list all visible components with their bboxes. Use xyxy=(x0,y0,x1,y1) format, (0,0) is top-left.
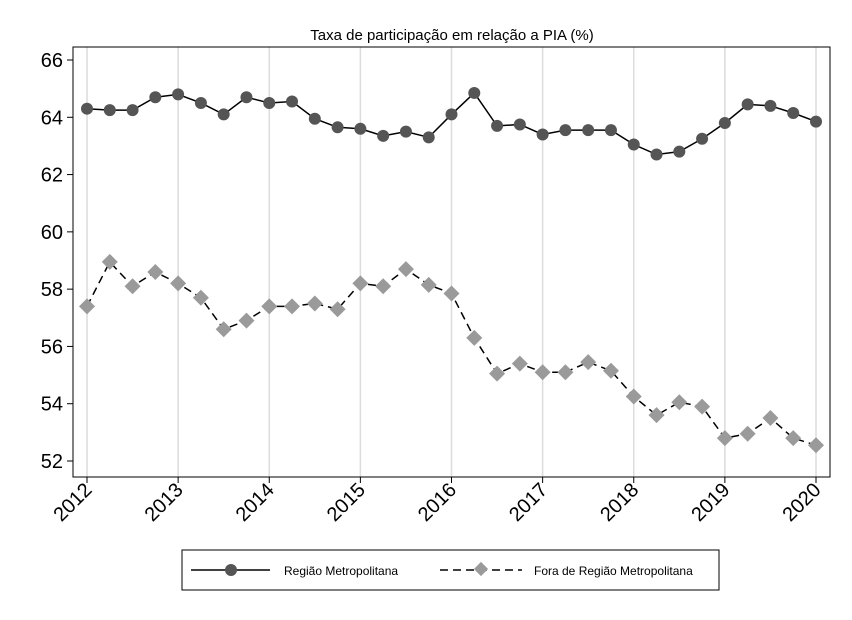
data-point-circle xyxy=(810,115,822,128)
data-point-diamond xyxy=(215,321,232,338)
data-point-circle xyxy=(103,104,116,117)
data-point-circle xyxy=(263,96,276,109)
data-point-circle xyxy=(81,102,93,115)
data-point-circle xyxy=(764,99,777,112)
data-point-circle xyxy=(718,117,731,130)
data-point-circle xyxy=(240,91,253,104)
data-point-diamond xyxy=(762,410,779,427)
y-tick-label: 60 xyxy=(41,222,63,244)
data-point-circle xyxy=(673,145,686,158)
data-point-circle xyxy=(172,88,185,101)
y-tick-label: 62 xyxy=(41,165,63,187)
data-point-circle xyxy=(696,132,709,145)
data-point-circle xyxy=(126,104,139,117)
data-point-circle xyxy=(308,112,321,125)
data-point-diamond xyxy=(443,285,460,302)
data-point-diamond xyxy=(375,278,392,295)
data-point-diamond xyxy=(420,276,437,293)
data-point-circle xyxy=(627,138,640,151)
data-point-circle xyxy=(399,125,412,138)
y-tick-label: 66 xyxy=(41,50,63,72)
data-point-circle xyxy=(513,118,526,131)
data-point-circle xyxy=(331,121,344,134)
series-fora-de-regiao-metropolitana xyxy=(79,253,824,454)
data-point-diamond xyxy=(557,364,574,381)
data-point-circle xyxy=(194,96,207,109)
data-point-diamond xyxy=(511,355,528,372)
data-point-circle xyxy=(217,108,230,121)
data-point-diamond xyxy=(79,298,95,315)
y-tick-label: 58 xyxy=(41,279,63,301)
data-point-circle xyxy=(604,124,617,137)
data-point-diamond xyxy=(170,275,187,292)
data-series xyxy=(79,86,824,454)
legend-label-fora-regiao-metropolitana: Fora de Região Metropolitana xyxy=(534,564,693,578)
data-point-diamond xyxy=(284,298,301,315)
data-point-circle xyxy=(468,86,481,99)
chart-title: Taxa de participação em relação a PIA (%… xyxy=(310,27,593,44)
data-point-circle xyxy=(491,119,504,132)
data-point-diamond xyxy=(489,365,506,382)
data-point-diamond xyxy=(261,298,278,315)
data-point-diamond xyxy=(785,430,802,447)
data-point-diamond xyxy=(625,388,642,405)
data-point-circle xyxy=(286,95,299,108)
data-point-diamond xyxy=(352,275,369,292)
y-tick-label: 56 xyxy=(41,336,63,358)
legend-box xyxy=(181,549,720,591)
legend-marker-diamond xyxy=(473,561,489,577)
y-tick-label: 64 xyxy=(41,107,63,129)
y-tick-label: 52 xyxy=(41,451,63,473)
data-point-diamond xyxy=(101,253,118,270)
data-point-diamond xyxy=(739,425,756,442)
legend-marker-circle xyxy=(225,564,237,576)
data-point-diamond xyxy=(648,407,665,424)
data-point-circle xyxy=(559,124,572,137)
data-point-diamond xyxy=(397,261,414,278)
data-point-diamond xyxy=(238,312,255,329)
data-point-diamond xyxy=(124,278,141,295)
data-point-circle xyxy=(787,106,800,119)
data-point-diamond xyxy=(602,362,619,379)
data-point-diamond xyxy=(694,398,711,415)
data-point-diamond xyxy=(306,295,323,312)
data-point-diamond xyxy=(329,301,346,318)
y-tick-label: 54 xyxy=(41,394,63,416)
data-point-diamond xyxy=(534,364,551,381)
legend: Região Metropolitana Fora de Região Metr… xyxy=(181,549,720,591)
legend-label-regiao-metropolitana: Região Metropolitana xyxy=(284,564,398,578)
data-point-diamond xyxy=(466,329,483,346)
data-point-diamond xyxy=(671,394,688,411)
data-point-diamond xyxy=(808,437,824,454)
data-point-diamond xyxy=(192,289,209,306)
data-point-diamond xyxy=(716,430,733,447)
data-point-circle xyxy=(536,128,549,141)
data-point-circle xyxy=(741,98,754,111)
data-point-circle xyxy=(422,131,435,144)
series-regiao-metropolitana xyxy=(81,86,822,161)
data-point-circle xyxy=(650,148,663,161)
data-point-diamond xyxy=(580,354,597,371)
data-point-circle xyxy=(149,91,162,104)
data-point-circle xyxy=(354,122,367,135)
data-point-circle xyxy=(377,129,390,142)
data-point-circle xyxy=(582,124,595,137)
data-point-circle xyxy=(445,108,458,121)
data-point-diamond xyxy=(147,263,164,280)
